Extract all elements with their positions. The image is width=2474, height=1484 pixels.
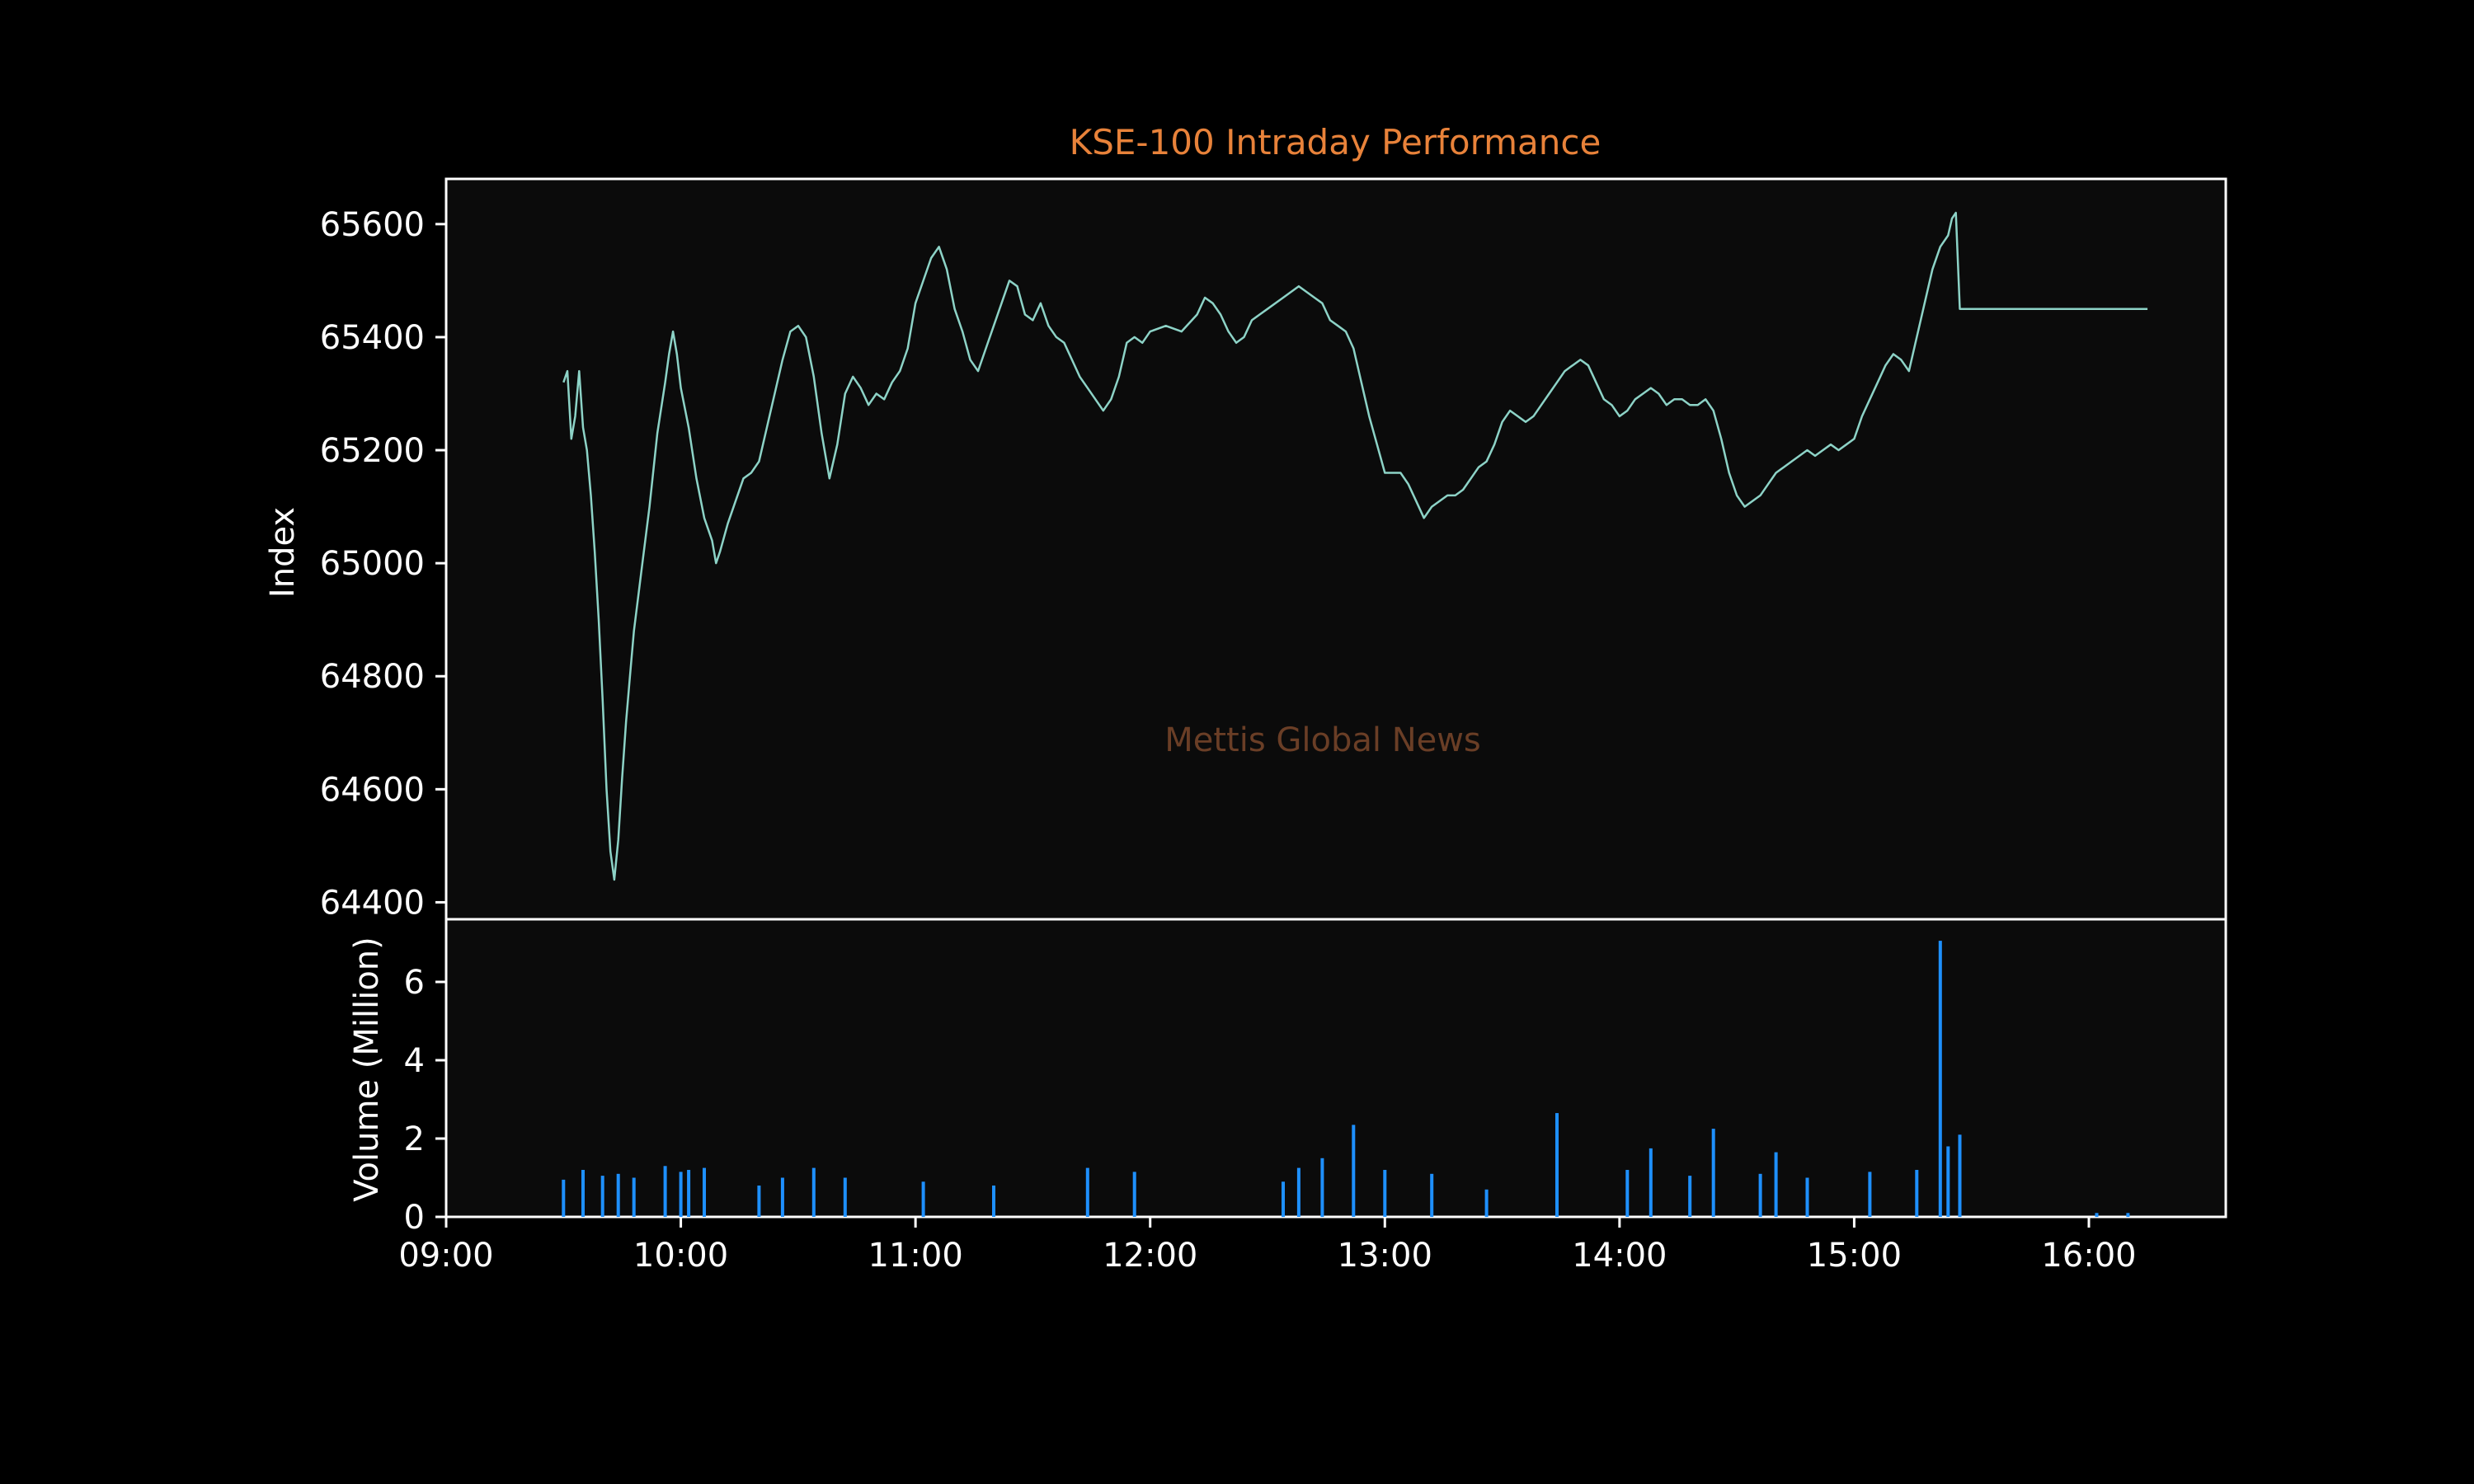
volume-y-tick-label: 4 <box>404 1042 425 1080</box>
time-x-axis: 09:00 10:00 11:00 12:00 13:00 14:00 15:00 16:00 <box>398 1217 2137 1275</box>
price-panel: Mettis Global News 644006460064800650006… <box>264 177 2227 922</box>
volume-bar <box>663 1166 667 1218</box>
volume-bar <box>1946 1146 1950 1217</box>
volume-bar <box>616 1173 620 1218</box>
price-plot-area <box>444 177 2227 921</box>
volume-y-axis: 0 2 4 6 <box>404 964 446 1237</box>
price-line <box>562 211 2148 881</box>
volume-bar <box>1868 1172 1872 1217</box>
volume-bar <box>1430 1173 1434 1218</box>
price-y-tick-label: 65200 <box>320 432 425 470</box>
x-tick-label: 16:00 <box>2041 1237 2136 1275</box>
volume-bar <box>1774 1152 1778 1217</box>
volume-y-tick-label: 2 <box>404 1120 425 1158</box>
x-tick-label: 14:00 <box>1572 1237 1667 1275</box>
volume-bar <box>1915 1170 1919 1217</box>
volume-bar <box>1085 1167 1089 1217</box>
volume-bar <box>703 1167 706 1217</box>
price-y-tick-label: 64600 <box>320 771 425 809</box>
volume-bar <box>1938 941 1942 1217</box>
price-y-tick-label: 64400 <box>320 884 425 922</box>
volume-bar <box>1758 1173 1762 1218</box>
volume-bar <box>1352 1125 1356 1217</box>
x-tick-label: 12:00 <box>1103 1237 1197 1275</box>
price-y-tick-label: 64800 <box>320 658 425 696</box>
volume-series <box>562 941 2130 1218</box>
volume-bar <box>2126 1213 2130 1218</box>
volume-bar <box>632 1177 636 1217</box>
x-tick-label: 11:00 <box>868 1237 963 1275</box>
volume-bar <box>687 1170 691 1217</box>
price-y-axis: 64400 64600 64800 65000 65200 65400 65600 <box>320 206 446 922</box>
volume-bar <box>562 1179 566 1217</box>
x-tick-label: 15:00 <box>1807 1237 1902 1275</box>
volume-bar <box>843 1177 847 1217</box>
volume-bar <box>1132 1172 1136 1217</box>
volume-bar <box>1383 1170 1387 1217</box>
volume-bar <box>1625 1170 1630 1217</box>
volume-bar <box>811 1167 816 1217</box>
volume-bar <box>757 1186 761 1217</box>
x-tick-label: 09:00 <box>398 1237 493 1275</box>
volume-bar <box>1805 1177 1809 1217</box>
volume-plot-area <box>444 918 2227 1219</box>
volume-bar <box>992 1186 995 1217</box>
volume-bar <box>1296 1167 1300 1217</box>
volume-bar <box>679 1172 683 1217</box>
volume-y-axis-label: Volume (Million) <box>348 937 386 1201</box>
volume-bar <box>780 1177 784 1217</box>
volume-bar <box>921 1181 925 1218</box>
volume-bar <box>1555 1113 1559 1217</box>
volume-bar <box>600 1176 604 1217</box>
volume-bar <box>1688 1176 1692 1217</box>
price-y-tick-label: 65400 <box>320 319 425 357</box>
volume-bar <box>1958 1134 1962 1218</box>
chart-title: KSE-100 Intraday Performance <box>1070 122 1602 162</box>
x-tick-label: 10:00 <box>633 1237 728 1275</box>
volume-bar <box>1320 1158 1324 1218</box>
volume-y-tick-label: 6 <box>404 964 425 1002</box>
price-y-tick-label: 65600 <box>320 206 425 244</box>
volume-y-tick-label: 0 <box>404 1199 425 1237</box>
price-series <box>562 211 2148 881</box>
volume-bar <box>1649 1148 1653 1217</box>
volume-panel: 0 2 4 6 09:00 10:00 11:00 12:00 13:00 14:00 15:00… <box>348 918 2227 1275</box>
volume-bar <box>1711 1129 1715 1217</box>
volume-bar <box>581 1170 585 1217</box>
price-y-axis-label: Index <box>264 507 302 598</box>
volume-bar <box>2095 1213 2099 1218</box>
x-tick-label: 13:00 <box>1338 1237 1432 1275</box>
watermark: Mettis Global News <box>1164 721 1481 759</box>
price-y-tick-label: 65000 <box>320 545 425 583</box>
volume-bar <box>1282 1181 1285 1218</box>
volume-bar <box>1484 1189 1489 1218</box>
